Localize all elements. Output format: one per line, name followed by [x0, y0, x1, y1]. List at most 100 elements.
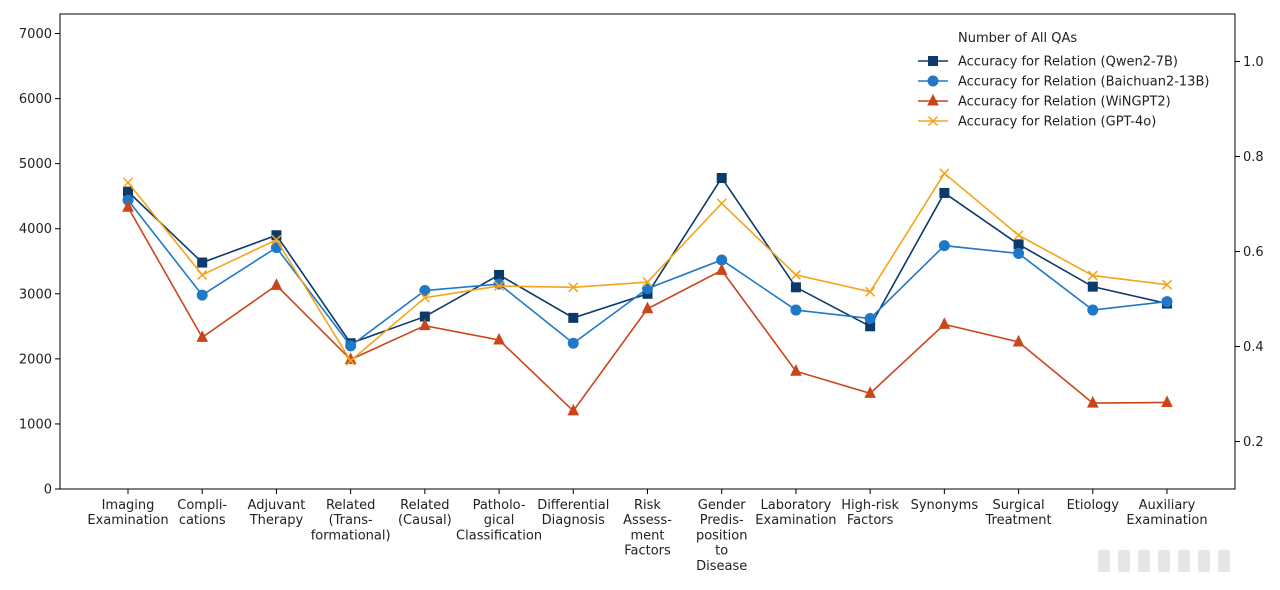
data-point — [939, 187, 950, 198]
data-point — [567, 403, 580, 416]
x-tick-label: Synonyms — [911, 498, 979, 513]
x-tick-label-line: Gender — [698, 498, 747, 513]
left-tick-label: 3000 — [19, 287, 52, 302]
x-tick-label-line: Risk — [634, 498, 661, 513]
x-tick-label: High-risk Factors — [841, 498, 899, 528]
data-point — [1161, 296, 1173, 308]
series-3 — [122, 168, 1173, 366]
data-point-stroke — [1013, 230, 1024, 241]
x-tick-label: Adjuvant Therapy — [248, 498, 306, 528]
x-tick-label: Imaging Examination — [87, 498, 168, 528]
data-point — [419, 292, 430, 303]
x-tick-label-line: Assess- — [623, 513, 672, 528]
x-tick-label: Differential Diagnosis — [537, 498, 609, 528]
data-point — [270, 278, 283, 290]
data-point — [641, 301, 654, 314]
x-tick-label: Patholo-gical Classification — [456, 498, 542, 543]
data-point — [927, 75, 939, 87]
data-point — [419, 285, 431, 297]
x-tick-label-line: Synonyms — [911, 498, 979, 513]
legend-label: Accuracy for Relation (WiNGPT2) — [958, 95, 1171, 110]
data-point — [568, 312, 579, 323]
data-point — [790, 364, 802, 376]
x-tick-label-line: to — [715, 544, 728, 559]
x-tick-label: Related (Trans-formational) — [311, 498, 391, 543]
right-tick-label: 0.2 — [1243, 435, 1264, 450]
x-tick-label-line: High-risk — [841, 498, 899, 513]
data-point — [927, 115, 939, 127]
data-point — [494, 269, 505, 280]
data-point — [1013, 230, 1024, 241]
left-tick-label: 1000 — [19, 417, 52, 432]
data-point — [345, 355, 356, 366]
x-tick-label-line: formational) — [311, 528, 391, 543]
data-point-stroke — [1087, 270, 1098, 281]
x-tick-label-line: Diagnosis — [542, 513, 605, 528]
watermark-logo — [1098, 546, 1243, 576]
data-point — [196, 289, 208, 301]
x-tick-label-line: Examination — [755, 513, 836, 528]
data-point-stroke — [927, 115, 939, 127]
x-tick-label: Compli-cations — [177, 498, 227, 528]
x-tick-label-line: gical — [484, 513, 515, 528]
legend-entry: Accuracy for Relation (GPT-4o) — [918, 115, 1156, 130]
data-point-stroke — [494, 280, 505, 292]
data-point — [1013, 239, 1024, 250]
data-point-stroke — [716, 198, 727, 209]
left-tick-label: 4000 — [19, 222, 52, 237]
data-point-stroke — [197, 269, 208, 280]
data-point — [493, 278, 505, 290]
data-point — [864, 386, 876, 398]
legend-label: Accuracy for Relation (Baichuan2-13B) — [958, 75, 1209, 90]
x-tick-label-line: Therapy — [249, 513, 304, 528]
legend: Number of All QAs Accuracy for Relation … — [918, 31, 1209, 130]
x-tick-label-line: Surgical — [992, 498, 1044, 513]
legend-label: Accuracy for Relation (Qwen2-7B) — [958, 55, 1178, 70]
x-tick-label: Laboratory Examination — [755, 498, 836, 528]
x-tick-label-line: Auxiliary — [1139, 498, 1196, 513]
data-point-stroke — [345, 355, 356, 366]
data-point — [715, 263, 728, 275]
data-point — [494, 280, 505, 292]
data-point — [196, 330, 209, 342]
data-point — [865, 286, 876, 297]
x-tick-label: Gender Predis-position to Disease — [696, 498, 748, 574]
data-point — [1087, 270, 1098, 281]
left-tick-label: 2000 — [19, 352, 52, 367]
data-point-stroke — [122, 177, 134, 188]
legend-entry: Accuracy for Relation (Qwen2-7B) — [918, 55, 1178, 70]
x-tick-label-line: Factors — [847, 513, 894, 528]
data-point — [568, 282, 579, 293]
x-tick-label: Surgical Treatment — [984, 498, 1051, 528]
series-line — [127, 176, 1168, 345]
legend-label: Accuracy for Relation (GPT-4o) — [958, 115, 1156, 130]
data-point — [419, 318, 431, 331]
data-point — [939, 168, 950, 179]
series-2 — [122, 200, 1173, 416]
data-point — [642, 283, 653, 295]
data-point-stroke — [419, 292, 430, 303]
x-tick-label-line: Predis- — [700, 513, 744, 528]
data-point — [271, 230, 282, 241]
x-tick-label: Auxiliary Examination — [1126, 498, 1207, 528]
data-point — [864, 313, 876, 325]
series-line — [127, 199, 1168, 347]
x-tick-label-line: cations — [179, 513, 226, 528]
data-point — [493, 332, 505, 345]
axes: 0 1000 2000 3000 4000 5000 6000 7000 0.2 0.4 0.6 0.… — [19, 13, 1264, 574]
data-point — [197, 269, 208, 280]
data-point — [938, 240, 950, 252]
series-1 — [122, 194, 1173, 352]
right-tick-label: 0.4 — [1243, 340, 1264, 355]
data-point — [642, 277, 653, 288]
data-point — [345, 340, 357, 352]
x-tick-label-line: Examination — [1126, 513, 1207, 528]
x-tick-label-line: Etiology — [1067, 498, 1120, 513]
x-tick-label-line: Adjuvant — [248, 498, 306, 513]
right-tick-label: 0.6 — [1243, 245, 1264, 260]
data-point-stroke — [939, 168, 950, 179]
data-point-stroke — [790, 269, 801, 280]
data-point-stroke — [642, 277, 653, 288]
legend-entry: Accuracy for Relation (WiNGPT2) — [918, 93, 1171, 110]
